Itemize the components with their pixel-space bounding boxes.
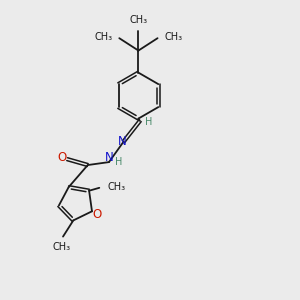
- Text: H: H: [116, 157, 123, 167]
- Text: CH₃: CH₃: [52, 242, 70, 252]
- Text: N: N: [118, 135, 127, 148]
- Text: H: H: [145, 117, 152, 127]
- Text: CH₃: CH₃: [129, 15, 148, 25]
- Text: CH₃: CH₃: [95, 32, 113, 42]
- Text: O: O: [93, 208, 102, 221]
- Text: N: N: [105, 151, 113, 164]
- Text: CH₃: CH₃: [164, 32, 182, 42]
- Text: CH₃: CH₃: [107, 182, 126, 192]
- Text: O: O: [57, 151, 67, 164]
